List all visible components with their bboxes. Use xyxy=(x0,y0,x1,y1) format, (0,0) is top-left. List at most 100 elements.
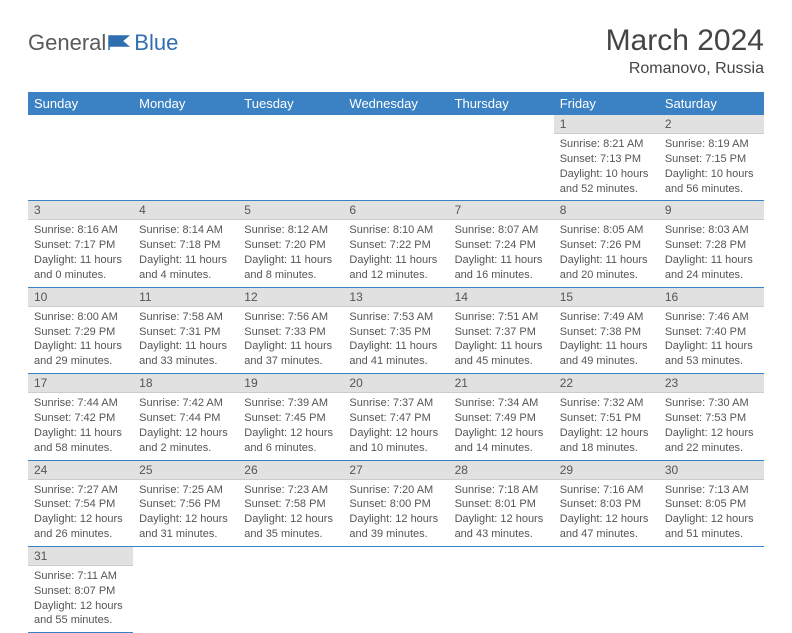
calendar-cell: 22Sunrise: 7:32 AMSunset: 7:51 PMDayligh… xyxy=(554,374,659,460)
day-number: 30 xyxy=(659,461,764,480)
day-details: Sunrise: 7:20 AMSunset: 8:00 PMDaylight:… xyxy=(343,480,448,546)
calendar-cell: 23Sunrise: 7:30 AMSunset: 7:53 PMDayligh… xyxy=(659,374,764,460)
day-details: Sunrise: 7:49 AMSunset: 7:38 PMDaylight:… xyxy=(554,307,659,373)
calendar-cell: 16Sunrise: 7:46 AMSunset: 7:40 PMDayligh… xyxy=(659,287,764,373)
calendar-cell: 13Sunrise: 7:53 AMSunset: 7:35 PMDayligh… xyxy=(343,287,448,373)
calendar-cell: 9Sunrise: 8:03 AMSunset: 7:28 PMDaylight… xyxy=(659,201,764,287)
day-number: 29 xyxy=(554,461,659,480)
day-number: 26 xyxy=(238,461,343,480)
calendar-cell xyxy=(238,546,343,632)
day-number: 5 xyxy=(238,201,343,220)
calendar-cell: 8Sunrise: 8:05 AMSunset: 7:26 PMDaylight… xyxy=(554,201,659,287)
calendar-body: 1Sunrise: 8:21 AMSunset: 7:13 PMDaylight… xyxy=(28,115,764,633)
calendar-cell xyxy=(238,115,343,201)
day-number: 18 xyxy=(133,374,238,393)
calendar-row: 3Sunrise: 8:16 AMSunset: 7:17 PMDaylight… xyxy=(28,201,764,287)
calendar-cell: 29Sunrise: 7:16 AMSunset: 8:03 PMDayligh… xyxy=(554,460,659,546)
day-number: 25 xyxy=(133,461,238,480)
header: General Blue March 2024 Romanovo, Russia xyxy=(28,24,764,78)
day-details: Sunrise: 8:00 AMSunset: 7:29 PMDaylight:… xyxy=(28,307,133,373)
day-details: Sunrise: 7:13 AMSunset: 8:05 PMDaylight:… xyxy=(659,480,764,546)
logo-text-general: General xyxy=(28,30,106,56)
calendar-row: 10Sunrise: 8:00 AMSunset: 7:29 PMDayligh… xyxy=(28,287,764,373)
day-number: 4 xyxy=(133,201,238,220)
day-details: Sunrise: 7:58 AMSunset: 7:31 PMDaylight:… xyxy=(133,307,238,373)
day-details: Sunrise: 8:03 AMSunset: 7:28 PMDaylight:… xyxy=(659,220,764,286)
day-details: Sunrise: 8:16 AMSunset: 7:17 PMDaylight:… xyxy=(28,220,133,286)
calendar-cell: 20Sunrise: 7:37 AMSunset: 7:47 PMDayligh… xyxy=(343,374,448,460)
calendar-cell: 15Sunrise: 7:49 AMSunset: 7:38 PMDayligh… xyxy=(554,287,659,373)
calendar-table: SundayMondayTuesdayWednesdayThursdayFrid… xyxy=(28,92,764,633)
calendar-row: 17Sunrise: 7:44 AMSunset: 7:42 PMDayligh… xyxy=(28,374,764,460)
calendar-row: 24Sunrise: 7:27 AMSunset: 7:54 PMDayligh… xyxy=(28,460,764,546)
calendar-cell: 19Sunrise: 7:39 AMSunset: 7:45 PMDayligh… xyxy=(238,374,343,460)
day-details: Sunrise: 7:16 AMSunset: 8:03 PMDaylight:… xyxy=(554,480,659,546)
day-details: Sunrise: 7:56 AMSunset: 7:33 PMDaylight:… xyxy=(238,307,343,373)
calendar-cell: 30Sunrise: 7:13 AMSunset: 8:05 PMDayligh… xyxy=(659,460,764,546)
day-number: 3 xyxy=(28,201,133,220)
day-number: 20 xyxy=(343,374,448,393)
day-number: 19 xyxy=(238,374,343,393)
day-number: 17 xyxy=(28,374,133,393)
day-details: Sunrise: 7:30 AMSunset: 7:53 PMDaylight:… xyxy=(659,393,764,459)
flag-icon xyxy=(108,34,132,52)
day-details: Sunrise: 7:39 AMSunset: 7:45 PMDaylight:… xyxy=(238,393,343,459)
day-number: 28 xyxy=(449,461,554,480)
day-number: 15 xyxy=(554,288,659,307)
day-details: Sunrise: 7:46 AMSunset: 7:40 PMDaylight:… xyxy=(659,307,764,373)
calendar-cell: 18Sunrise: 7:42 AMSunset: 7:44 PMDayligh… xyxy=(133,374,238,460)
calendar-row: 31Sunrise: 7:11 AMSunset: 8:07 PMDayligh… xyxy=(28,546,764,632)
day-number: 1 xyxy=(554,115,659,134)
calendar-cell xyxy=(343,546,448,632)
calendar-cell: 26Sunrise: 7:23 AMSunset: 7:58 PMDayligh… xyxy=(238,460,343,546)
day-details: Sunrise: 8:19 AMSunset: 7:15 PMDaylight:… xyxy=(659,134,764,200)
day-number: 12 xyxy=(238,288,343,307)
calendar-cell xyxy=(659,546,764,632)
day-details: Sunrise: 7:51 AMSunset: 7:37 PMDaylight:… xyxy=(449,307,554,373)
day-number: 22 xyxy=(554,374,659,393)
day-details: Sunrise: 7:25 AMSunset: 7:56 PMDaylight:… xyxy=(133,480,238,546)
calendar-cell: 7Sunrise: 8:07 AMSunset: 7:24 PMDaylight… xyxy=(449,201,554,287)
calendar-cell: 4Sunrise: 8:14 AMSunset: 7:18 PMDaylight… xyxy=(133,201,238,287)
logo-text-blue: Blue xyxy=(134,30,178,56)
day-details: Sunrise: 7:27 AMSunset: 7:54 PMDaylight:… xyxy=(28,480,133,546)
calendar-cell: 3Sunrise: 8:16 AMSunset: 7:17 PMDaylight… xyxy=(28,201,133,287)
calendar-cell: 17Sunrise: 7:44 AMSunset: 7:42 PMDayligh… xyxy=(28,374,133,460)
weekday-header: Sunday xyxy=(28,92,133,115)
calendar-cell: 1Sunrise: 8:21 AMSunset: 7:13 PMDaylight… xyxy=(554,115,659,201)
day-details: Sunrise: 7:18 AMSunset: 8:01 PMDaylight:… xyxy=(449,480,554,546)
calendar-cell: 25Sunrise: 7:25 AMSunset: 7:56 PMDayligh… xyxy=(133,460,238,546)
calendar-cell xyxy=(343,115,448,201)
title-block: March 2024 Romanovo, Russia xyxy=(606,24,764,78)
weekday-header: Tuesday xyxy=(238,92,343,115)
day-number: 7 xyxy=(449,201,554,220)
weekday-header: Wednesday xyxy=(343,92,448,115)
day-details: Sunrise: 7:42 AMSunset: 7:44 PMDaylight:… xyxy=(133,393,238,459)
day-details: Sunrise: 8:05 AMSunset: 7:26 PMDaylight:… xyxy=(554,220,659,286)
calendar-cell: 11Sunrise: 7:58 AMSunset: 7:31 PMDayligh… xyxy=(133,287,238,373)
day-number: 23 xyxy=(659,374,764,393)
day-number: 27 xyxy=(343,461,448,480)
weekday-header: Thursday xyxy=(449,92,554,115)
calendar-cell xyxy=(554,546,659,632)
calendar-cell: 12Sunrise: 7:56 AMSunset: 7:33 PMDayligh… xyxy=(238,287,343,373)
calendar-row: 1Sunrise: 8:21 AMSunset: 7:13 PMDaylight… xyxy=(28,115,764,201)
day-number: 16 xyxy=(659,288,764,307)
day-number: 10 xyxy=(28,288,133,307)
calendar-cell: 21Sunrise: 7:34 AMSunset: 7:49 PMDayligh… xyxy=(449,374,554,460)
day-details: Sunrise: 8:07 AMSunset: 7:24 PMDaylight:… xyxy=(449,220,554,286)
weekday-header: Friday xyxy=(554,92,659,115)
day-number: 11 xyxy=(133,288,238,307)
day-details: Sunrise: 7:34 AMSunset: 7:49 PMDaylight:… xyxy=(449,393,554,459)
day-details: Sunrise: 8:10 AMSunset: 7:22 PMDaylight:… xyxy=(343,220,448,286)
weekday-header: Monday xyxy=(133,92,238,115)
calendar-cell: 5Sunrise: 8:12 AMSunset: 7:20 PMDaylight… xyxy=(238,201,343,287)
day-details: Sunrise: 7:44 AMSunset: 7:42 PMDaylight:… xyxy=(28,393,133,459)
day-number: 8 xyxy=(554,201,659,220)
calendar-cell: 2Sunrise: 8:19 AMSunset: 7:15 PMDaylight… xyxy=(659,115,764,201)
calendar-cell xyxy=(133,115,238,201)
calendar-cell xyxy=(449,546,554,632)
day-details: Sunrise: 7:11 AMSunset: 8:07 PMDaylight:… xyxy=(28,566,133,632)
location-label: Romanovo, Russia xyxy=(606,60,764,78)
weekday-header: Saturday xyxy=(659,92,764,115)
